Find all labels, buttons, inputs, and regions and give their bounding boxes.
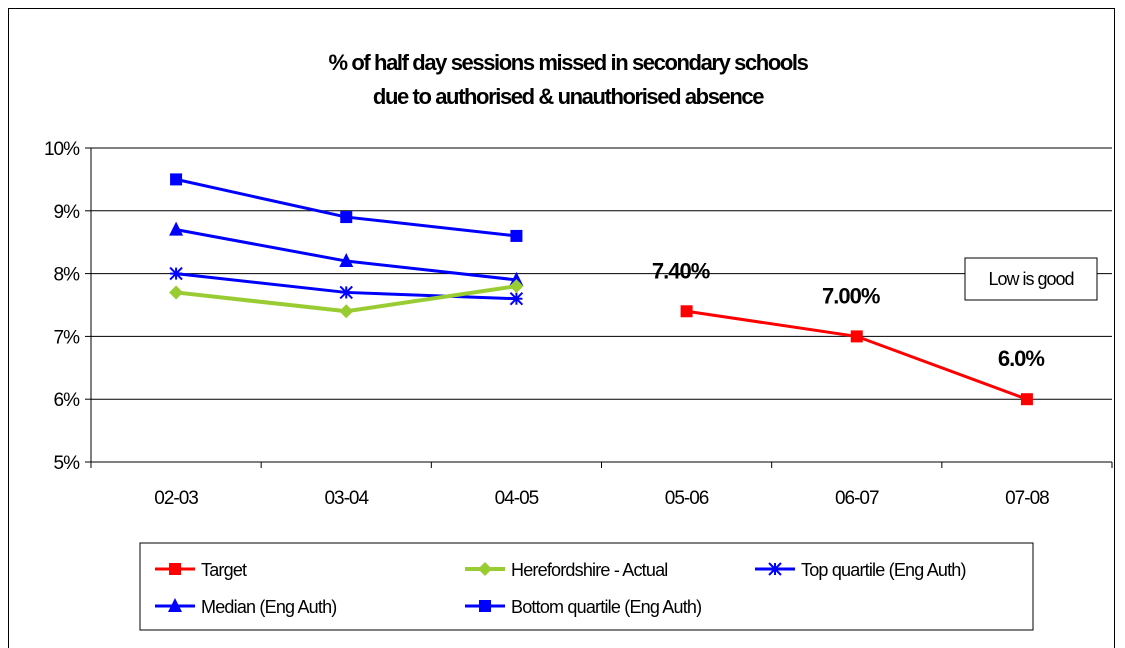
y-tick-label: 9%: [54, 202, 81, 223]
data-label: 7.00%: [822, 283, 880, 308]
y-tick-label: 8%: [54, 265, 81, 286]
x-tick-label: 04-05: [495, 488, 539, 509]
legend-marker-median-eng-auth: [168, 598, 182, 612]
data-point-median-eng-auth: [339, 253, 354, 268]
x-tick-label: 03-04: [324, 488, 369, 509]
data-point-herefordshire-actual: [169, 285, 184, 300]
chart-title-line-2: due to authorised & unauthorised absence: [373, 84, 764, 109]
legend-label-herefordshire-actual: Herefordshire - Actual: [511, 560, 667, 580]
data-point-median-eng-auth: [509, 271, 524, 286]
chart-title-line-1: % of half day sessions missed in seconda…: [329, 50, 809, 75]
legend-marker-herefordshire-actual: [478, 562, 492, 576]
x-tick-label: 05-06: [665, 488, 709, 509]
x-tick-label: 02-03: [154, 488, 198, 509]
data-label: 6.0%: [998, 346, 1045, 371]
data-label: 7.40%: [652, 258, 710, 283]
legend-label-top-quartile-eng-auth: Top quartile (Eng Auth): [801, 560, 966, 580]
data-point-herefordshire-actual: [509, 279, 524, 294]
annotation-box: [964, 257, 1098, 301]
legend-box: [139, 542, 1034, 631]
data-point-bottom-quartile-eng-auth: [170, 173, 183, 186]
chart-frame: [8, 8, 1115, 648]
legend-marker-target: [169, 563, 181, 575]
data-point-top-quartile-eng-auth: [509, 292, 524, 306]
legend-label-median-eng-auth: Median (Eng Auth): [201, 597, 337, 617]
data-point-herefordshire-actual: [339, 304, 354, 319]
data-point-target: [1020, 393, 1033, 406]
x-tick-label: 06-07: [835, 488, 879, 509]
data-point-top-quartile-eng-auth: [169, 266, 183, 281]
legend-marker-bottom-quartile-eng-auth: [479, 600, 491, 612]
legend-marker-top-quartile-eng-auth: [768, 562, 782, 576]
y-tick-label: 7%: [54, 327, 81, 348]
data-point-target: [680, 305, 693, 318]
data-point-top-quartile-eng-auth: [339, 285, 353, 300]
x-tick-label: 07-08: [1005, 488, 1049, 509]
data-point-bottom-quartile-eng-auth: [510, 229, 523, 242]
data-point-median-eng-auth: [169, 221, 184, 236]
annotation-text: Low is good: [988, 269, 1073, 289]
legend-label-bottom-quartile-eng-auth: Bottom quartile (Eng Auth): [511, 597, 701, 617]
legend-label-target: Target: [201, 560, 247, 580]
data-point-bottom-quartile-eng-auth: [340, 211, 353, 224]
data-point-target: [850, 330, 863, 343]
y-tick-label: 5%: [54, 453, 81, 474]
y-tick-label: 6%: [54, 390, 81, 411]
plot-area: [91, 148, 1112, 462]
y-tick-label: 10%: [44, 139, 80, 160]
